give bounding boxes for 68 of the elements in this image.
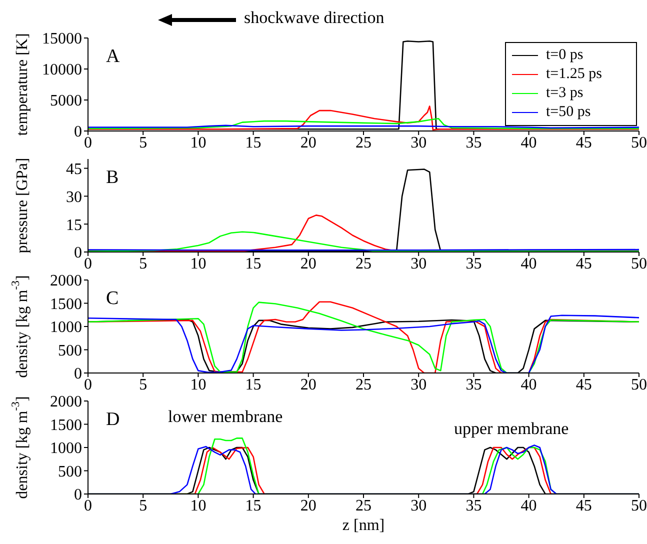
x-tick-label: 20 (300, 134, 316, 152)
legend-label: t=3 ps (546, 85, 584, 102)
annotation: B (106, 167, 119, 189)
x-tick-label: 10 (190, 134, 206, 152)
x-tick-label: 30 (410, 497, 427, 514)
y-tick-label: 45 (66, 160, 82, 178)
y-axis-title: temperature [K] (14, 33, 30, 136)
x-tick-label: 15 (245, 376, 262, 394)
x-tick-label: 40 (520, 255, 537, 272)
annotation: D (106, 409, 120, 431)
x-tick-label: 20 (300, 255, 316, 272)
y-tick-label: 2000 (50, 394, 82, 411)
legend-label: t=0 ps (546, 47, 584, 64)
y-axis-title: pressure [GPa] (14, 158, 30, 254)
x-tick-label: 10 (190, 255, 206, 272)
x-tick-label: 40 (520, 376, 537, 394)
x-tick-label: 25 (356, 497, 372, 514)
text: shockwave direction (244, 8, 384, 28)
annotation: A (106, 46, 120, 68)
y-tick-label: 1500 (50, 416, 82, 434)
y-tick-label: 30 (66, 188, 82, 206)
y-tick-label: 1500 (50, 296, 82, 313)
x-tick-label: 45 (576, 255, 592, 272)
x-tick-label: 5 (139, 376, 148, 394)
x-tick-label: 10 (190, 497, 206, 514)
x-axis-title: z [nm] (342, 517, 385, 534)
y-tick-label: 2000 (50, 272, 82, 290)
x-tick-label: 45 (576, 376, 592, 394)
x-tick-label: 30 (410, 134, 427, 152)
x-tick-label: 45 (576, 134, 592, 152)
x-tick-label: 10 (190, 376, 206, 394)
x-tick-label: 25 (356, 134, 372, 152)
x-tick-label: 25 (356, 255, 372, 272)
annotation: upper membrane (454, 419, 569, 439)
x-tick-label: 50 (631, 376, 647, 394)
x-tick-label: 15 (245, 497, 262, 514)
x-tick-label: 50 (631, 255, 647, 272)
x-tick-label: 30 (410, 376, 427, 394)
x-tick-label: 25 (356, 376, 372, 394)
x-tick-label: 5 (139, 134, 148, 152)
y-tick-label: 500 (58, 342, 82, 360)
y-tick-label: 1000 (50, 319, 82, 336)
x-tick-label: 15 (245, 134, 262, 152)
x-tick-label: 35 (466, 497, 482, 514)
annotation: C (106, 288, 119, 310)
x-tick-label: 15 (245, 255, 262, 272)
annotation: lower membrane (168, 407, 283, 427)
y-tick-label: 15 (66, 216, 82, 234)
x-tick-label: 20 (300, 376, 316, 394)
y-tick-label: 10000 (42, 62, 82, 79)
x-tick-label: 40 (520, 497, 537, 514)
y-tick-label: 500 (58, 463, 82, 480)
x-tick-label: 5 (139, 255, 148, 272)
y-tick-label: 1000 (50, 440, 82, 458)
y-tick-label: 15000 (42, 30, 82, 48)
x-tick-label: 30 (410, 255, 427, 272)
x-tick-label: 40 (520, 134, 537, 152)
x-tick-label: 50 (631, 497, 647, 514)
x-tick-label: 35 (466, 134, 482, 152)
x-tick-label: 45 (576, 497, 592, 514)
legend-label: t=50 ps (546, 104, 591, 121)
x-tick-label: 50 (631, 134, 647, 152)
y-tick-label: 5000 (50, 92, 82, 110)
x-tick-label: 35 (466, 376, 482, 394)
legend-label: t=1.25 ps (546, 66, 602, 83)
x-tick-label: 20 (300, 497, 316, 514)
x-tick-label: 35 (466, 255, 482, 272)
x-tick-label: 5 (139, 497, 148, 514)
